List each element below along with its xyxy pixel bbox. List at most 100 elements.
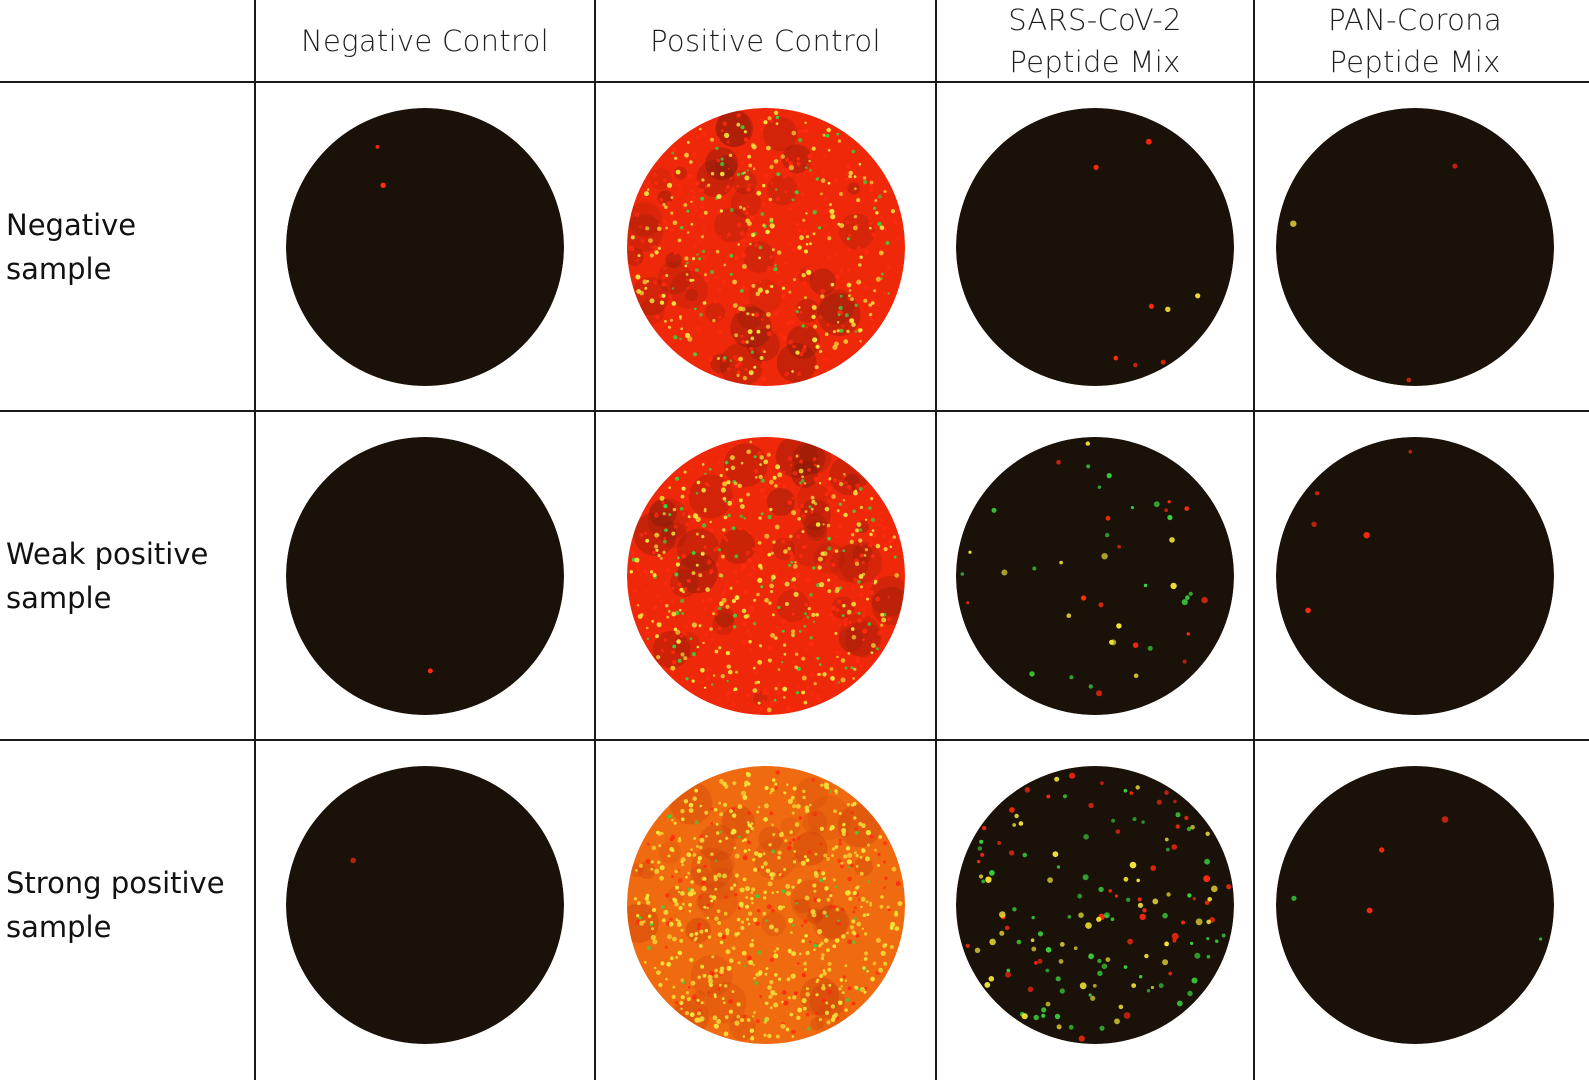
spot <box>819 293 824 299</box>
spot <box>686 230 689 234</box>
spot <box>818 581 824 587</box>
spot <box>836 320 839 323</box>
spot <box>629 569 633 573</box>
spot <box>764 229 770 234</box>
spot <box>707 974 712 980</box>
spot <box>791 923 795 926</box>
spot <box>853 850 857 854</box>
spot <box>701 876 706 881</box>
spot <box>772 953 778 958</box>
spot <box>1105 956 1111 962</box>
spot <box>718 572 723 577</box>
spot <box>773 110 778 115</box>
spot <box>853 985 858 990</box>
spot <box>818 349 822 353</box>
well-cell <box>937 412 1253 739</box>
spot <box>1041 1006 1047 1012</box>
spot <box>661 293 666 298</box>
spot <box>854 561 859 566</box>
spot <box>688 159 693 164</box>
spot <box>847 896 852 901</box>
spot <box>771 612 775 616</box>
spot <box>836 599 841 604</box>
spot <box>713 973 718 978</box>
spot <box>719 473 723 477</box>
spot <box>872 224 877 229</box>
spot <box>809 510 813 514</box>
spot <box>870 324 875 329</box>
spot <box>873 848 877 851</box>
spot <box>824 331 828 336</box>
spot <box>837 1000 842 1005</box>
spot <box>669 665 675 671</box>
spot <box>695 134 700 139</box>
spot <box>748 312 751 315</box>
spot <box>1190 824 1195 830</box>
spot <box>662 637 667 642</box>
spot <box>1133 362 1138 367</box>
spot <box>798 952 802 955</box>
spot <box>850 532 854 536</box>
spot <box>875 646 879 650</box>
spot <box>787 455 793 461</box>
spot <box>751 312 754 316</box>
spot <box>833 679 838 684</box>
spot <box>881 533 886 538</box>
spot <box>703 864 707 868</box>
spot <box>700 534 704 538</box>
spot <box>780 153 785 159</box>
spot <box>825 572 829 576</box>
spot <box>653 544 658 548</box>
spot <box>863 950 868 956</box>
spot <box>727 167 730 170</box>
spot <box>730 498 735 503</box>
spot <box>1100 780 1104 785</box>
spot <box>724 460 728 464</box>
spot <box>1047 876 1053 883</box>
spot <box>766 330 772 336</box>
spot <box>883 189 887 193</box>
spot <box>781 629 785 633</box>
spot <box>710 171 714 175</box>
spot <box>650 245 653 248</box>
spot <box>838 841 842 845</box>
spot <box>1167 514 1173 520</box>
spot <box>874 575 879 580</box>
spot <box>669 227 674 232</box>
well-texture <box>715 109 753 147</box>
spot <box>761 911 766 916</box>
spot <box>844 963 847 967</box>
spot <box>667 854 670 857</box>
spot <box>724 499 727 503</box>
spot <box>762 816 768 822</box>
spot <box>774 187 777 191</box>
spot <box>999 910 1006 918</box>
spot <box>751 963 755 966</box>
spot <box>881 942 887 948</box>
row-header-strong-positive-sample: Strong positive sample <box>6 741 246 1068</box>
spot <box>801 545 805 549</box>
spot <box>827 148 830 151</box>
spot <box>731 598 736 603</box>
spot <box>722 802 727 807</box>
spot <box>696 587 700 591</box>
well-image <box>286 765 564 1044</box>
spot <box>729 272 733 276</box>
spot <box>759 584 763 588</box>
spot <box>735 184 739 187</box>
spot <box>985 876 992 883</box>
spot <box>1085 921 1092 929</box>
spot <box>857 327 862 333</box>
well-cell <box>596 412 935 739</box>
spot <box>858 664 863 668</box>
spot <box>848 317 854 323</box>
spot <box>886 905 890 909</box>
spot <box>720 128 724 132</box>
spot <box>802 624 806 628</box>
spot <box>819 826 824 831</box>
spot <box>718 600 724 606</box>
spot <box>700 551 705 556</box>
spot <box>813 463 816 466</box>
spot <box>750 901 754 904</box>
spot <box>825 897 830 902</box>
